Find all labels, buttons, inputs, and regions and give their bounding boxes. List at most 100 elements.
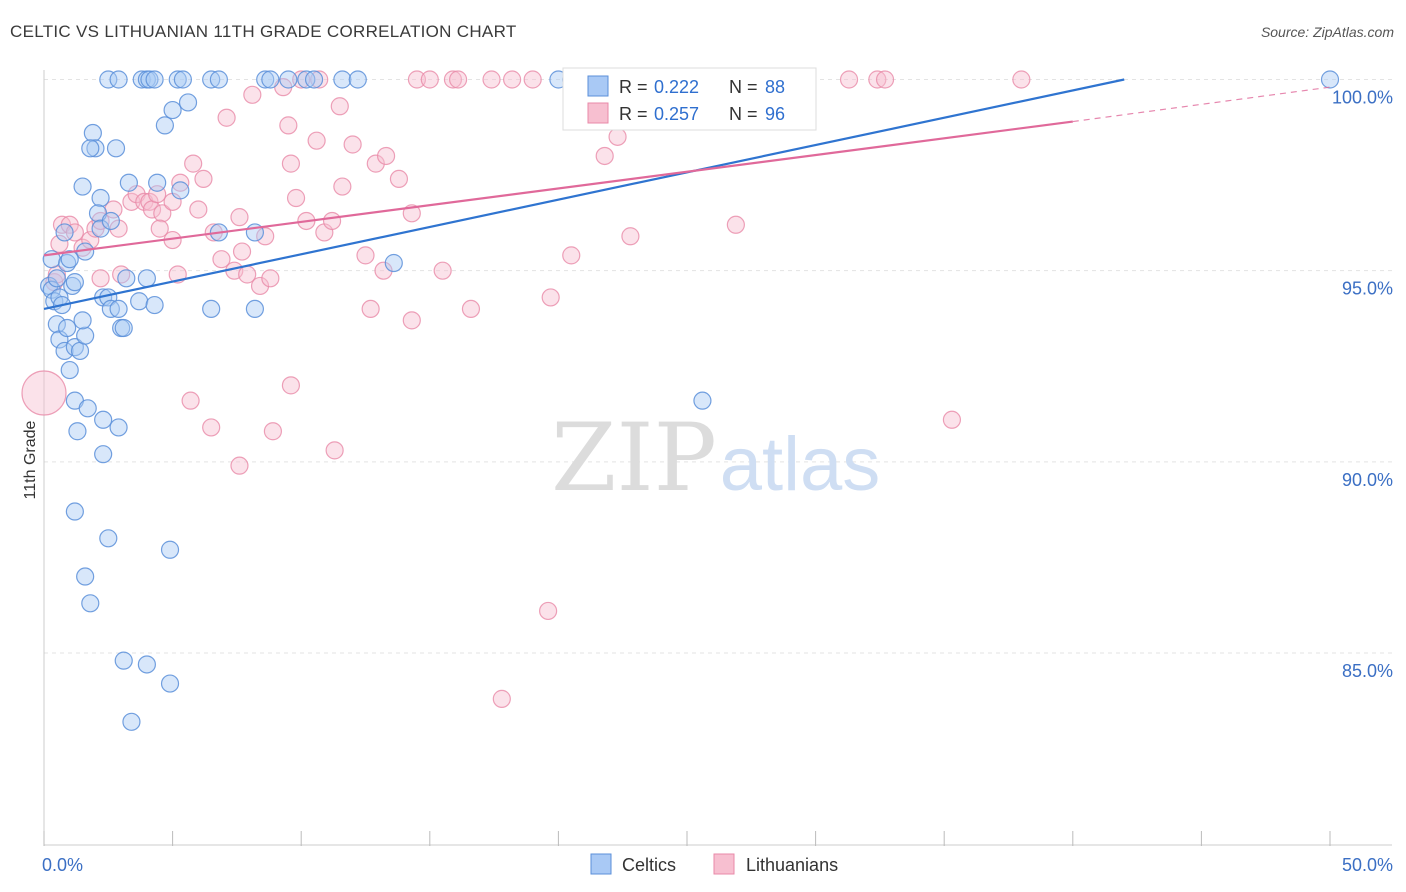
celtics-point [47,269,66,288]
top-legend: R = 0.222 N = 88 R = 0.257 N = 96 [562,67,817,131]
celtics-point [202,299,221,318]
lithuanians-point [420,70,439,89]
bottom-legend-lith-label: Lithuanians [746,855,838,875]
celtics-point [304,70,324,89]
celtics-point [42,280,61,299]
watermark-zip: ZIP [551,404,717,513]
celtics-point [114,651,133,670]
celtics-point [65,502,84,521]
celtics-point [81,139,100,158]
celtics-point [256,70,275,89]
celtics-point [145,295,164,315]
legend-lith-n-value: 96 [765,104,785,124]
lithuanians-point [621,227,640,246]
lithuanians-point [153,204,172,223]
watermark: ZIP atlas [551,404,880,513]
celtics-point [55,341,74,361]
lithuanians-point [726,215,745,234]
celtics-point [91,188,110,208]
lithuanians-point [261,269,280,288]
lithuanians-point [608,127,627,146]
lithuanians-point [482,70,501,89]
lithuanians-point [595,146,614,166]
celtics-point [60,250,79,269]
bottom-legend: Celtics Lithuanians [590,853,838,875]
lithuanians-point [492,689,511,708]
lithuanians-point [256,227,275,246]
legend-lith-r-value: 0.257 [654,104,699,124]
x-tick-label-0: 0.0% [42,855,83,875]
celtics-point [245,299,265,318]
celtics-point [83,123,102,143]
lithuanians-point [91,269,110,288]
lithuanians-point [523,70,542,89]
lithuanians-point [361,299,380,318]
legend-lith-swatch [587,102,609,124]
lithuanians-point [330,97,349,116]
lithuanians-point [281,154,301,173]
watermark-atlas: atlas [720,422,881,507]
celtics-point [91,219,110,238]
celtics-point [73,311,92,330]
celtics-point [114,318,133,338]
celtics-point [160,540,180,559]
celtics-point [261,70,280,89]
y-axis-label: 11th Grade [22,420,39,499]
lithuanians-point [562,246,581,265]
celtics-point [119,173,138,192]
lithuanians-point [281,376,301,395]
lithuanians-point [109,219,128,238]
lithuanians-point [343,135,362,154]
lithuanians-point [503,70,522,89]
celtics-point [148,173,167,192]
x-tick-label-1: 50.0% [1342,855,1393,875]
lithuanians-point [310,70,329,89]
lithuanians-point [230,208,249,227]
celtics-point [68,422,87,441]
lithuanians-point [839,70,859,89]
celtics-point [60,360,79,380]
celtics-point [155,116,174,135]
lithuanians-point [356,246,375,265]
celtics-point [109,70,128,89]
celtics-point [117,269,136,288]
lithuanians-trend-extension [1072,86,1331,123]
lithuanians-point [65,223,84,242]
celtics-point [99,70,118,89]
legend-celtics-n-value: 88 [765,77,785,97]
chart-title: CELTIC VS LITHUANIAN 11TH GRADE CORRELAT… [10,22,517,41]
celtics-point [47,315,66,334]
lithuanians-point [333,177,352,196]
celtics-points [40,70,1340,731]
celtics-point [70,341,90,361]
lithuanians-point [250,276,270,296]
lithuanians-point [279,116,298,135]
trend-lines [43,78,1331,310]
lithuanians-point [325,441,344,460]
legend-celtics-r-value: 0.222 [654,77,699,97]
lithuanians-point [171,173,190,192]
celtics-point [171,181,190,200]
lithuanians-point [322,211,342,231]
lithuanians-point [184,154,203,173]
celtics-point [209,70,228,89]
legend-lith-r-label: R = [619,104,648,124]
lithuanians-point [243,85,262,104]
celtics-point [173,70,192,89]
lithuanians-point [374,261,393,280]
lithuanians-point [230,456,249,475]
legend-celtics-r-label: R = [619,77,648,97]
celtics-point [137,655,156,674]
lithuanians-point [104,200,123,219]
celtics-point [297,70,316,89]
lithuanians-point [942,410,962,429]
celtics-point [109,418,128,437]
celtics-point [348,70,367,89]
lithuanians-point [202,418,221,437]
lithuanians-point [443,70,463,89]
celtics-point [101,299,120,318]
celtics-point [109,299,128,318]
lithuanians-point [875,70,895,89]
celtics-point [99,529,118,548]
